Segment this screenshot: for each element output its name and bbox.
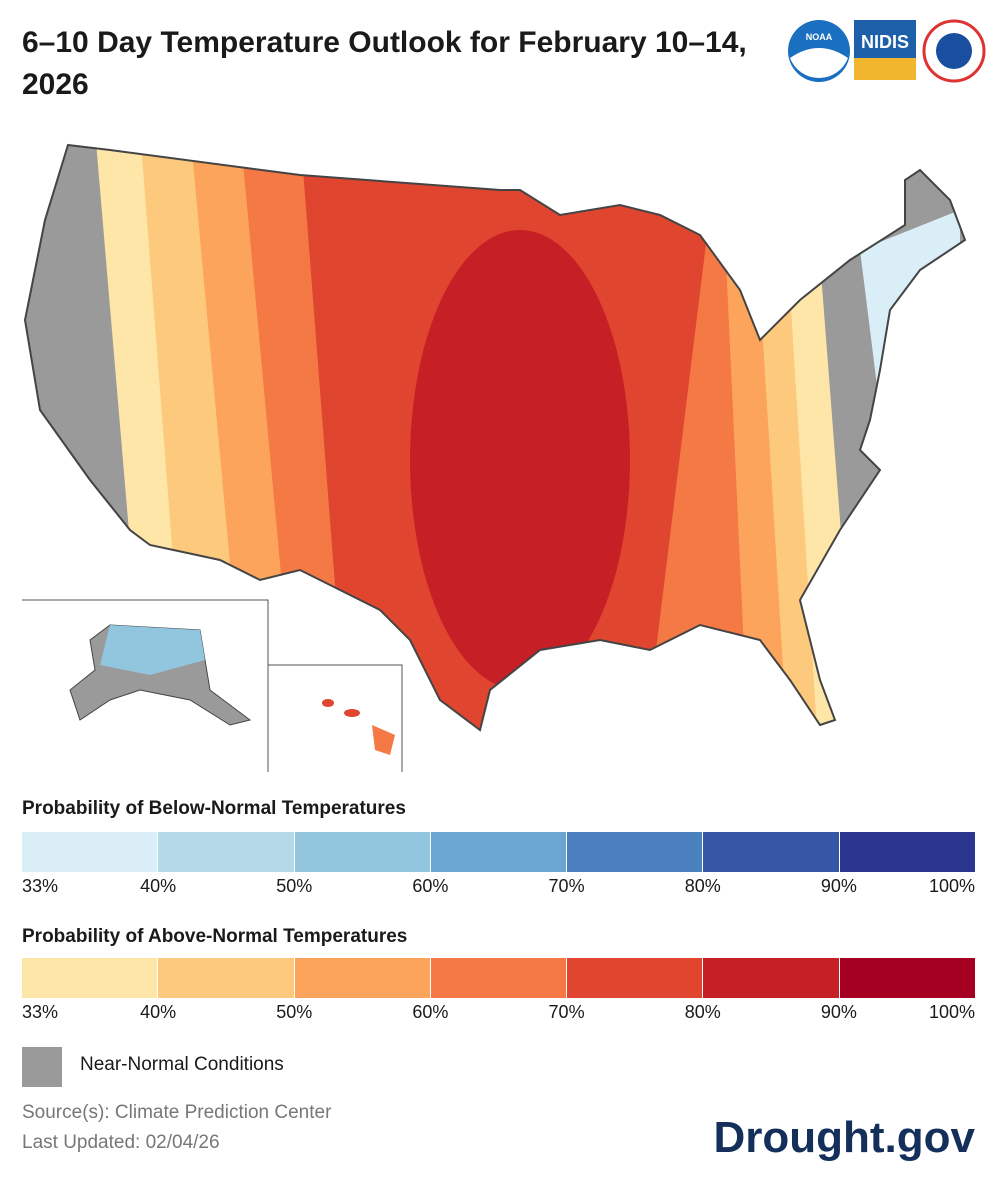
tick-label: 33% [22,876,59,896]
tick-label: 50% [276,1002,313,1022]
noaa-wave [790,48,848,79]
us-outline [23,143,967,732]
brand: Drought.gov [713,1113,975,1162]
tick-label: 80% [684,876,721,896]
above-color-bar [22,958,975,998]
color-swatch [839,832,975,872]
tick-label: 60% [412,1002,449,1022]
above-80-area [410,230,630,690]
noaa-text: NOAA [806,32,833,42]
color-swatch [703,958,840,998]
color-swatch [158,958,295,998]
tick-label: 60% [412,876,449,896]
color-swatch [430,832,568,872]
color-swatch [839,958,975,998]
color-swatch [294,832,431,872]
color-swatch [22,958,159,998]
hawaii-oahu [344,709,360,717]
inset-frames [22,599,403,772]
tick-label: 90% [820,876,857,896]
color-swatch [430,958,568,998]
alaska-below [100,625,205,675]
last-updated: Last Updated: 02/04/26 [22,1132,220,1153]
east-40-area [750,145,965,730]
color-swatch [567,958,704,998]
tick-label: 100% [928,1002,975,1022]
logos: NOAA NIDIS [788,19,986,83]
nidis-text: NIDIS [861,32,909,52]
color-swatch [294,958,431,998]
hawaii-kauai [322,699,334,707]
tick-label: 90% [820,1002,857,1022]
below-ticks: 33% 40% 50% 60% 70% 80% 90% 100% [22,876,975,900]
tick-label: 50% [276,876,313,896]
east-near-normal [810,145,965,730]
near-normal-swatch [22,1047,62,1087]
near-normal-label: Near-Normal Conditions [80,1054,284,1075]
below-color-bar [22,832,975,872]
tick-label: 80% [684,1002,721,1022]
source: Source(s): Climate Prediction Center [22,1102,332,1123]
map [22,143,967,772]
tick-label: 100% [928,876,975,896]
color-swatch [158,832,295,872]
tick-label: 40% [140,1002,177,1022]
tick-label: 70% [548,876,585,896]
color-swatch [22,832,159,872]
color-swatch [567,832,704,872]
tick-label: 33% [22,1002,59,1022]
hawaii-big-island [372,725,395,755]
title: 6–10 Day Temperature Outlook for Februar… [22,26,747,101]
tick-label: 70% [548,1002,585,1022]
above-legend-title: Probability of Above-Normal Temperatures [22,926,408,947]
tick-label: 40% [140,876,177,896]
above-ticks: 33% 40% 50% 60% 70% 80% 90% 100% [22,1002,975,1026]
nws-inner [936,33,972,69]
below-legend-title: Probability of Below-Normal Temperatures [22,798,406,819]
nidis-band [854,58,916,80]
color-swatch [703,832,840,872]
